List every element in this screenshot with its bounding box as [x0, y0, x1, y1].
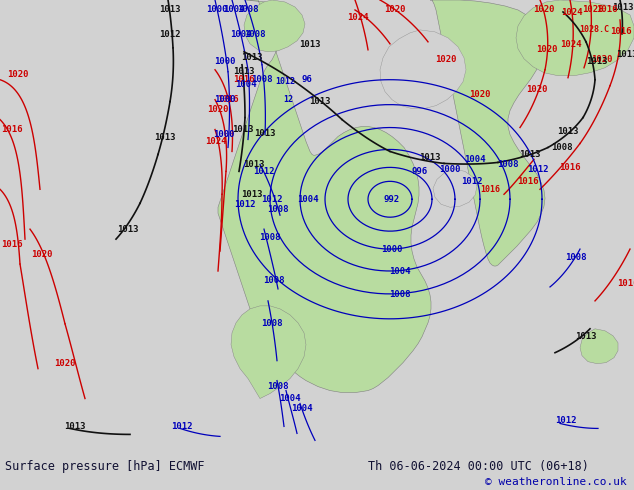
- Text: 1013: 1013: [154, 133, 176, 142]
- Text: 1020: 1020: [55, 359, 75, 368]
- Text: 1012: 1012: [275, 77, 295, 86]
- Text: 1008: 1008: [268, 382, 288, 391]
- Text: 1024: 1024: [347, 13, 369, 23]
- Text: 1020: 1020: [592, 55, 612, 64]
- Polygon shape: [516, 0, 634, 76]
- Text: 1000: 1000: [214, 57, 236, 66]
- Text: 1013: 1013: [616, 50, 634, 59]
- Text: 1012: 1012: [253, 167, 275, 176]
- Text: 1020: 1020: [533, 5, 555, 15]
- Text: 1008: 1008: [268, 205, 288, 214]
- Text: 1028.C: 1028.C: [579, 25, 609, 34]
- Text: 1013: 1013: [254, 129, 276, 138]
- Text: 1004: 1004: [389, 267, 411, 275]
- Text: 1004: 1004: [230, 30, 252, 39]
- Text: 1004: 1004: [297, 195, 319, 204]
- Text: 1024: 1024: [561, 8, 583, 18]
- Text: 1020: 1020: [7, 70, 29, 79]
- Text: 1013: 1013: [64, 422, 86, 431]
- Text: 1013: 1013: [419, 153, 441, 162]
- Text: 1020: 1020: [536, 45, 558, 54]
- Text: 1004: 1004: [279, 394, 301, 403]
- Text: 1016: 1016: [1, 240, 23, 248]
- Text: 1016: 1016: [618, 279, 634, 289]
- Text: 1013: 1013: [557, 127, 579, 136]
- Text: 12: 12: [283, 95, 293, 104]
- Text: 1012: 1012: [261, 195, 283, 204]
- Text: 1013: 1013: [159, 5, 181, 15]
- Text: 1008: 1008: [261, 319, 283, 328]
- Text: 1012: 1012: [527, 165, 549, 174]
- Text: 1020: 1020: [526, 85, 548, 94]
- Text: 1008: 1008: [566, 252, 586, 262]
- Polygon shape: [580, 329, 618, 364]
- Text: 1016: 1016: [233, 75, 255, 84]
- Text: Surface pressure [hPa] ECMWF: Surface pressure [hPa] ECMWF: [5, 460, 205, 473]
- Text: 1028: 1028: [582, 5, 604, 15]
- Text: 1013: 1013: [299, 40, 321, 49]
- Text: 1008: 1008: [237, 5, 259, 15]
- Text: 1013: 1013: [586, 57, 608, 66]
- Text: 1013: 1013: [242, 53, 262, 62]
- Text: 996: 996: [412, 167, 428, 176]
- Text: 1004: 1004: [223, 5, 245, 15]
- Text: 1000: 1000: [381, 245, 403, 254]
- Text: 1000: 1000: [214, 95, 236, 104]
- Text: 1013: 1013: [242, 190, 262, 199]
- Text: 1012: 1012: [462, 177, 482, 186]
- Text: Th 06-06-2024 00:00 UTC (06+18): Th 06-06-2024 00:00 UTC (06+18): [368, 460, 588, 473]
- Text: 1008: 1008: [263, 276, 285, 286]
- Text: 1013: 1013: [519, 150, 541, 159]
- Text: 1013: 1013: [243, 160, 265, 169]
- Polygon shape: [244, 0, 305, 52]
- Polygon shape: [231, 306, 306, 398]
- Polygon shape: [218, 0, 431, 392]
- Text: 1016: 1016: [1, 125, 23, 134]
- Text: 1008: 1008: [251, 75, 273, 84]
- Text: 1013: 1013: [575, 332, 597, 341]
- Text: 1004: 1004: [235, 80, 257, 89]
- Text: 1013: 1013: [117, 224, 139, 234]
- Text: 1008: 1008: [389, 291, 411, 299]
- Text: 1016: 1016: [559, 163, 581, 172]
- Text: 1012: 1012: [171, 422, 193, 431]
- Text: 1008: 1008: [244, 30, 266, 39]
- Text: 1016: 1016: [596, 5, 618, 15]
- Text: 1012: 1012: [159, 30, 181, 39]
- Text: 1000: 1000: [439, 165, 461, 174]
- Polygon shape: [380, 30, 466, 109]
- Text: 992: 992: [384, 195, 400, 204]
- Text: 1016: 1016: [611, 27, 631, 36]
- Text: 1012: 1012: [555, 416, 577, 425]
- Text: 96: 96: [302, 75, 313, 84]
- Text: 1004: 1004: [464, 155, 486, 164]
- Text: 1008: 1008: [497, 160, 519, 169]
- Text: 1016: 1016: [480, 185, 500, 194]
- Text: 1000: 1000: [206, 5, 228, 15]
- Text: 1020: 1020: [384, 5, 406, 15]
- Text: 1013: 1013: [232, 125, 254, 134]
- Text: 1020: 1020: [207, 105, 229, 114]
- Text: 1020: 1020: [436, 55, 456, 64]
- Text: 1012: 1012: [234, 200, 256, 209]
- Text: 1024: 1024: [560, 40, 582, 49]
- Polygon shape: [433, 170, 477, 207]
- Text: 1013: 1013: [309, 97, 331, 106]
- Text: 1020: 1020: [31, 249, 53, 259]
- Text: 1008: 1008: [551, 143, 573, 152]
- Text: 1013: 1013: [612, 3, 634, 12]
- Polygon shape: [430, 0, 545, 266]
- Text: 1013: 1013: [233, 67, 255, 76]
- Text: 1016: 1016: [217, 95, 239, 104]
- Text: 1000: 1000: [213, 130, 235, 139]
- Text: 1004: 1004: [291, 404, 313, 413]
- Text: 1016: 1016: [517, 177, 539, 186]
- Text: 1024: 1024: [205, 137, 227, 146]
- Text: 1020: 1020: [469, 90, 491, 99]
- Text: © weatheronline.co.uk: © weatheronline.co.uk: [484, 477, 626, 487]
- Text: 1008: 1008: [259, 233, 281, 242]
